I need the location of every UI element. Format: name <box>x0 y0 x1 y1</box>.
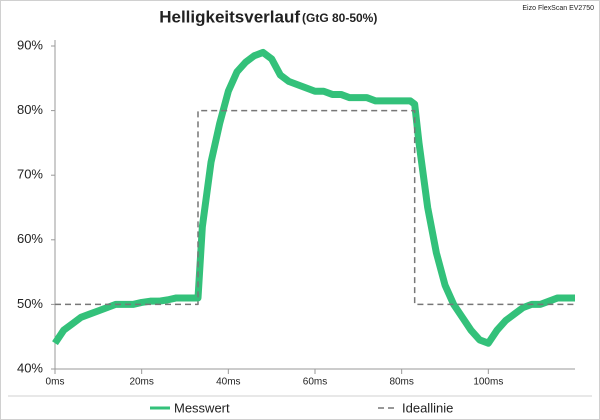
series-line <box>52 48 575 347</box>
y-tick-label: 70% <box>17 167 43 182</box>
x-tick-label: 60ms <box>303 377 327 388</box>
y-tick-label: 50% <box>17 296 43 311</box>
x-tick-label: 80ms <box>389 377 413 388</box>
y-tick-label: 40% <box>17 360 43 375</box>
chart-note: Eizo FlexScan EV2750 <box>522 5 594 12</box>
chart-subtitle: (GtG 80-50%) <box>302 11 377 25</box>
legend-label: Ideallinie <box>402 400 453 415</box>
y-tick-label: 90% <box>17 37 43 52</box>
y-tick-label: 60% <box>17 231 43 246</box>
x-tick-label: 40ms <box>216 377 240 388</box>
series-line <box>55 109 575 306</box>
chart-title: Helligkeitsverlauf <box>159 7 300 26</box>
y-tick-label: 80% <box>17 102 43 117</box>
x-tick-label: 0ms <box>46 377 65 388</box>
x-tick-label: 20ms <box>129 377 153 388</box>
legend-label: Messwert <box>174 400 230 415</box>
x-tick-label: 100ms <box>473 377 503 388</box>
